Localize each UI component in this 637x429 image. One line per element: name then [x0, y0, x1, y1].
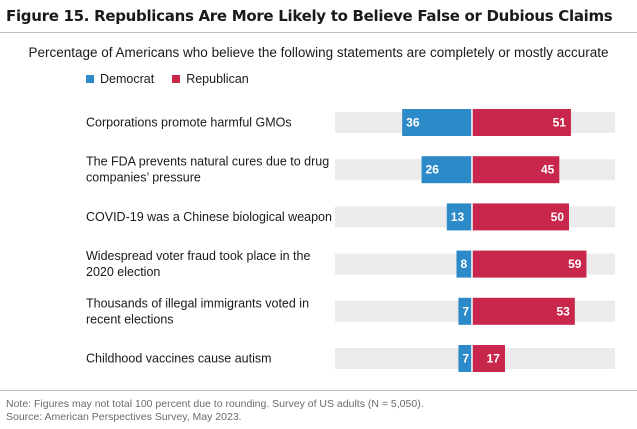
bar-democrat [421, 156, 472, 184]
value-label-republican: 50 [551, 210, 565, 224]
legend-item-democrat: Democrat [86, 72, 154, 86]
category-label: recent elections [86, 312, 174, 326]
value-label-republican: 59 [568, 257, 582, 271]
value-label-republican: 51 [553, 116, 567, 130]
bar-republican [472, 345, 505, 372]
republican-swatch [172, 75, 181, 83]
bar-republican [472, 109, 571, 136]
legend-label-republican: Republican [186, 72, 249, 86]
category-label: 2020 election [86, 265, 160, 279]
category-label: COVID-19 was a Chinese biological weapon [86, 210, 332, 224]
bar-democrat [458, 297, 472, 325]
bar-republican [472, 297, 575, 325]
value-label-republican: 45 [541, 163, 555, 177]
chart-legend: Democrat Republican [86, 72, 267, 86]
value-label-democrat: 13 [451, 210, 465, 224]
footer-divider [0, 390, 637, 391]
value-label-democrat: 7 [462, 352, 469, 366]
footer-note: Note: Figures may not total 100 percent … [6, 398, 424, 410]
bar-democrat [446, 203, 472, 231]
category-label: Corporations promote harmful GMOs [86, 116, 292, 130]
value-label-democrat: 36 [406, 116, 420, 130]
category-label: Thousands of illegal immigrants voted in [86, 296, 309, 310]
democrat-swatch [86, 75, 94, 83]
category-label: The FDA prevents natural cures due to dr… [86, 155, 329, 169]
category-label: Widespread voter fraud took place in the [86, 249, 310, 263]
footer-source: Source: American Perspectives Survey, Ma… [6, 411, 242, 423]
legend-label-democrat: Democrat [100, 72, 155, 86]
category-label: Childhood vaccines cause autism [86, 352, 272, 366]
value-label-democrat: 26 [426, 163, 440, 177]
value-label-republican: 17 [487, 352, 501, 366]
bar-republican [472, 156, 560, 184]
chart-subtitle: Percentage of Americans who believe the … [28, 45, 609, 60]
bar-democrat [402, 109, 472, 136]
value-label-republican: 53 [556, 304, 570, 318]
bar-democrat [458, 345, 472, 372]
bar-republican [472, 203, 569, 231]
legend-item-republican: Republican [172, 72, 249, 86]
title-divider [0, 32, 637, 33]
bar-republican [472, 250, 587, 278]
category-label: companies’ pressure [86, 171, 201, 185]
diverging-bar-chart: 36 51 Corporations promote harmful GMOs 26 4… [86, 109, 615, 372]
value-label-democrat: 8 [460, 257, 467, 271]
bar-democrat [456, 250, 472, 278]
figure-title: Figure 15. Republicans Are More Likely t… [6, 7, 613, 25]
value-label-democrat: 7 [462, 304, 469, 318]
